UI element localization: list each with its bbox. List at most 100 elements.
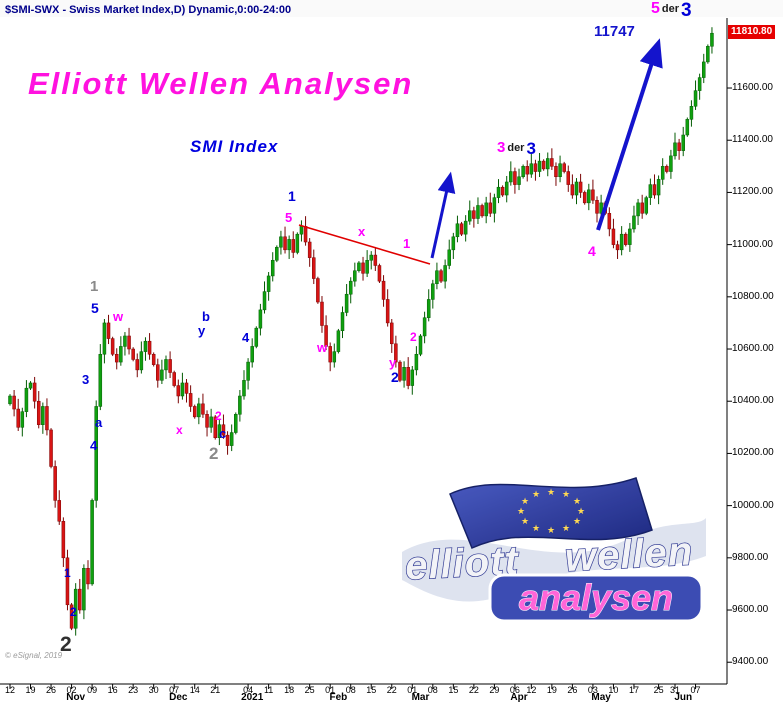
wave-label[interactable]: x <box>358 224 366 239</box>
svg-text:★: ★ <box>577 506 585 516</box>
y-axis-label: 10800.00 <box>732 290 774 302</box>
x-axis-day-label: 26 <box>46 685 57 695</box>
x-axis-month-label: 2021 <box>241 692 264 703</box>
window-title: $SMI-SWX - Swiss Market Index,D) Dynamic… <box>5 4 292 16</box>
svg-text:★: ★ <box>521 496 529 506</box>
wave-label[interactable]: 5 <box>285 210 293 225</box>
wave-label[interactable]: x <box>176 423 183 437</box>
eu-stars-icon: ★★★ ★★★ ★★★ ★ ★★ <box>517 487 585 535</box>
wave-label[interactable]: 11747 <box>594 23 635 40</box>
svg-text:★: ★ <box>532 523 540 533</box>
wave-label[interactable]: 2 <box>215 409 222 423</box>
x-axis-day-label: 07 <box>690 685 701 695</box>
x-axis-month-label: Feb <box>329 692 348 703</box>
wave-label[interactable]: w <box>113 309 124 324</box>
x-axis-day-label: 07 <box>169 685 180 695</box>
x-axis-month-label: May <box>591 692 611 703</box>
y-axis-label: 11600.00 <box>732 82 773 94</box>
wave-label[interactable]: a <box>95 415 103 430</box>
x-axis-day-label: 09 <box>87 685 98 695</box>
y-axis-label: 9400.00 <box>732 656 769 668</box>
wave-label[interactable]: y <box>389 355 397 370</box>
x-axis-day-label: 04 <box>243 685 254 695</box>
wave-label[interactable]: 2 <box>209 444 219 463</box>
wave-label[interactable]: 4 <box>588 243 596 259</box>
svg-text:★: ★ <box>517 506 525 516</box>
wave-degree-part: 3 <box>526 139 536 158</box>
x-axis-day-label: 01 <box>325 685 336 695</box>
x-axis-day-label: 06 <box>509 685 520 695</box>
y-axis-label: 11200.00 <box>732 186 773 198</box>
svg-text:★: ★ <box>573 496 581 506</box>
logo-analysen-box: analysen <box>488 573 704 623</box>
x-axis-day-label: 10 <box>608 685 619 695</box>
x-axis-day-label: 31 <box>669 685 681 695</box>
trend-drawings-layer[interactable] <box>298 38 663 265</box>
y-axis-label: 10200.00 <box>732 447 774 459</box>
svg-text:★: ★ <box>573 516 581 526</box>
wave-degree-label[interactable]: 3 der 3 <box>497 140 538 157</box>
wave-label[interactable]: 2 <box>391 369 399 385</box>
x-axis-day-label: 23 <box>128 685 139 695</box>
x-axis-day-label: 22 <box>386 685 397 695</box>
wave-degree-part: 3 <box>681 0 692 21</box>
trend-arrow <box>596 38 663 231</box>
copyright-note: © eSignal, 2019 <box>5 651 63 660</box>
x-axis-month-label: Apr <box>510 692 528 703</box>
trendline <box>298 224 431 265</box>
x-axis-day-label: 29 <box>489 685 500 695</box>
x-axis-day-label: 18 <box>284 685 295 695</box>
wave-label[interactable]: y <box>198 323 206 338</box>
svg-text:★: ★ <box>562 523 570 533</box>
y-axis-label: 9800.00 <box>732 551 769 563</box>
wave-label[interactable]: 2 <box>70 605 77 619</box>
candles-layer <box>8 27 714 636</box>
y-axis-label: 10000.00 <box>732 499 774 511</box>
x-axis-day-label: 08 <box>427 685 438 695</box>
x-axis-day-label: 16 <box>107 685 118 695</box>
wave-label[interactable]: 5 <box>91 300 99 316</box>
eu-flag-icon: ★★★ ★★★ ★★★ ★ ★★ <box>449 477 653 550</box>
x-axis-day-label: 15 <box>448 685 459 695</box>
wave-degree-part: 5 <box>651 0 660 17</box>
chart-subtitle: SMI Index <box>190 137 279 156</box>
axes <box>0 18 732 689</box>
wave-label[interactable]: c <box>219 426 227 441</box>
svg-text:★: ★ <box>562 489 570 499</box>
x-axis-day-label: 12 <box>4 685 16 695</box>
wave-label[interactable]: 2 <box>410 330 417 344</box>
x-axis-day-label: 25 <box>304 685 315 695</box>
logo-word-wellen: wellen <box>564 529 694 580</box>
last-price-box: 11810.80 <box>728 25 776 39</box>
y-axis-label: 9600.00 <box>732 604 769 616</box>
wave-degree-part: 3 <box>497 139 506 156</box>
svg-text:★: ★ <box>547 525 555 535</box>
x-axis-day-label: 01 <box>407 685 418 695</box>
wave-label[interactable]: b <box>202 309 210 324</box>
logo-word-analysen: analysen <box>519 577 673 618</box>
trend-arrow <box>430 171 456 259</box>
wave-label[interactable]: 2 <box>60 633 72 656</box>
svg-text:★: ★ <box>521 516 529 526</box>
wave-label[interactable]: 1 <box>288 188 296 204</box>
wave-label[interactable]: 1 <box>64 566 71 580</box>
wave-label[interactable]: w <box>317 340 328 355</box>
watermark-headline: Elliott Wellen Analysen <box>28 66 414 101</box>
wave-label[interactable]: 1 <box>90 278 99 295</box>
x-axis-day-label: 14 <box>189 685 200 695</box>
y-axis-label: 11000.00 <box>732 238 773 250</box>
wave-label[interactable]: 4 <box>90 438 98 453</box>
x-axis-day-label: 08 <box>345 685 356 695</box>
titlebar: $SMI-SWX - Swiss Market Index,D) Dynamic… <box>0 0 783 17</box>
logo-watermark: ★ ★ ★ ★ ★ ★ ★ ★ ★ ★ ★ ★ elliott wellen analysen <box>398 468 710 628</box>
x-axis-day-label: 19 <box>546 685 557 695</box>
wave-degree-label[interactable]: 5 der 3 <box>651 0 694 21</box>
wave-label[interactable]: 1 <box>403 236 411 251</box>
x-axis-day-label: 03 <box>587 685 598 695</box>
wave-label[interactable]: 4 <box>242 330 250 345</box>
wave-label[interactable]: 3 <box>82 372 90 387</box>
wave-degree-part: der <box>661 3 680 15</box>
x-axis-day-label: 26 <box>567 685 578 695</box>
